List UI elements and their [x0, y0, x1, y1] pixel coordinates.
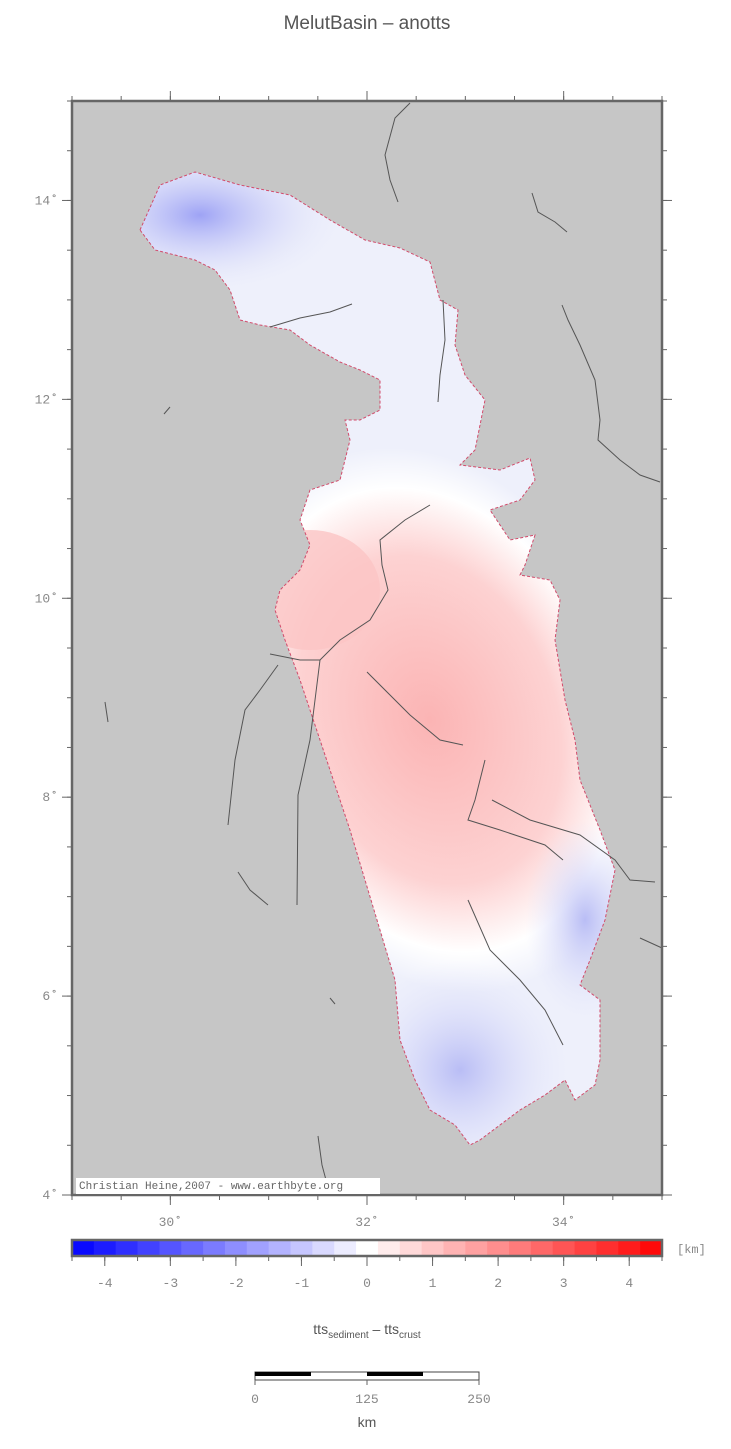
colorbar-unit: [km] [677, 1243, 706, 1257]
scalebar-label: 250 [467, 1392, 490, 1407]
colorbar-swatch [596, 1240, 619, 1256]
credit-box [76, 1178, 380, 1194]
scalebar [254, 1371, 480, 1381]
y-tick-label: 8˚ [42, 790, 58, 805]
colorbar-label: ttssediment – ttscrust [313, 1321, 421, 1341]
colorbar-swatch [552, 1240, 576, 1256]
label-part: tts [313, 1321, 328, 1337]
x-tick-label: 32˚ [355, 1215, 378, 1230]
y-tick-label: 14˚ [35, 193, 58, 208]
y-tick-label: 6˚ [42, 989, 58, 1004]
colorbar-tick-label: 2 [494, 1276, 502, 1291]
colorbar-swatch [312, 1240, 335, 1256]
label-part: sediment [328, 1330, 369, 1341]
colorbar-swatch [115, 1240, 139, 1256]
colorbar-swatch [181, 1240, 204, 1256]
colorbar-swatch [640, 1240, 663, 1256]
colorbar-swatch [93, 1240, 117, 1256]
colorbar-tick-label: 0 [363, 1276, 371, 1291]
scalebar-label: 125 [355, 1392, 378, 1407]
x-tick-label: 30˚ [159, 1215, 182, 1230]
colorbar-swatch [574, 1240, 597, 1256]
rivers [104, 102, 663, 1196]
colorbar-swatch [159, 1240, 182, 1256]
colorbar-swatch [356, 1240, 379, 1256]
colorbar-swatch [487, 1240, 510, 1256]
scalebar-label: 0 [251, 1392, 259, 1407]
colorbar-swatch [421, 1240, 444, 1256]
y-tick-label: 10˚ [35, 591, 58, 606]
colorbar-swatch [618, 1240, 641, 1256]
colorbar-swatch [443, 1240, 466, 1256]
colorbar-tick-label: 3 [560, 1276, 568, 1291]
colorbar-swatch [465, 1240, 488, 1256]
colorbar [70, 1238, 664, 1258]
colorbar-tick-label: 1 [429, 1276, 437, 1291]
colorbar-swatch [224, 1240, 248, 1256]
colorbar-swatch [268, 1240, 292, 1256]
title: MelutBasin – anotts [284, 13, 451, 34]
label-part: tts [384, 1321, 399, 1337]
colorbar-swatch [334, 1240, 357, 1256]
colorbar-tick-label: -4 [97, 1276, 113, 1291]
colorbar-tick-label: -3 [163, 1276, 179, 1291]
colorbar-swatch [399, 1240, 423, 1256]
colorbar-tick-label: -1 [294, 1276, 310, 1291]
colorbar-swatch [377, 1240, 401, 1256]
colorbar-swatch [290, 1240, 313, 1256]
credit: Christian Heine,2007 - www.earthbyte.org [79, 1181, 343, 1193]
y-tick-label: 4˚ [42, 1188, 58, 1203]
x-tick-label: 34˚ [552, 1215, 575, 1230]
colorbar-swatch [246, 1240, 270, 1256]
label-part: crust [399, 1330, 421, 1341]
colorbar-tick-label: 4 [625, 1276, 633, 1291]
colorbar-swatch [137, 1240, 160, 1256]
colorbar-swatch [72, 1240, 95, 1256]
colorbar-swatch [203, 1240, 226, 1256]
colorbar-tick-label: -2 [228, 1276, 244, 1291]
scalebar-unit: km [358, 1414, 377, 1430]
y-tick-label: 12˚ [35, 392, 58, 407]
colorbar-swatch [530, 1240, 554, 1256]
colorbar-swatch [509, 1240, 532, 1256]
label-part: – [369, 1321, 385, 1337]
